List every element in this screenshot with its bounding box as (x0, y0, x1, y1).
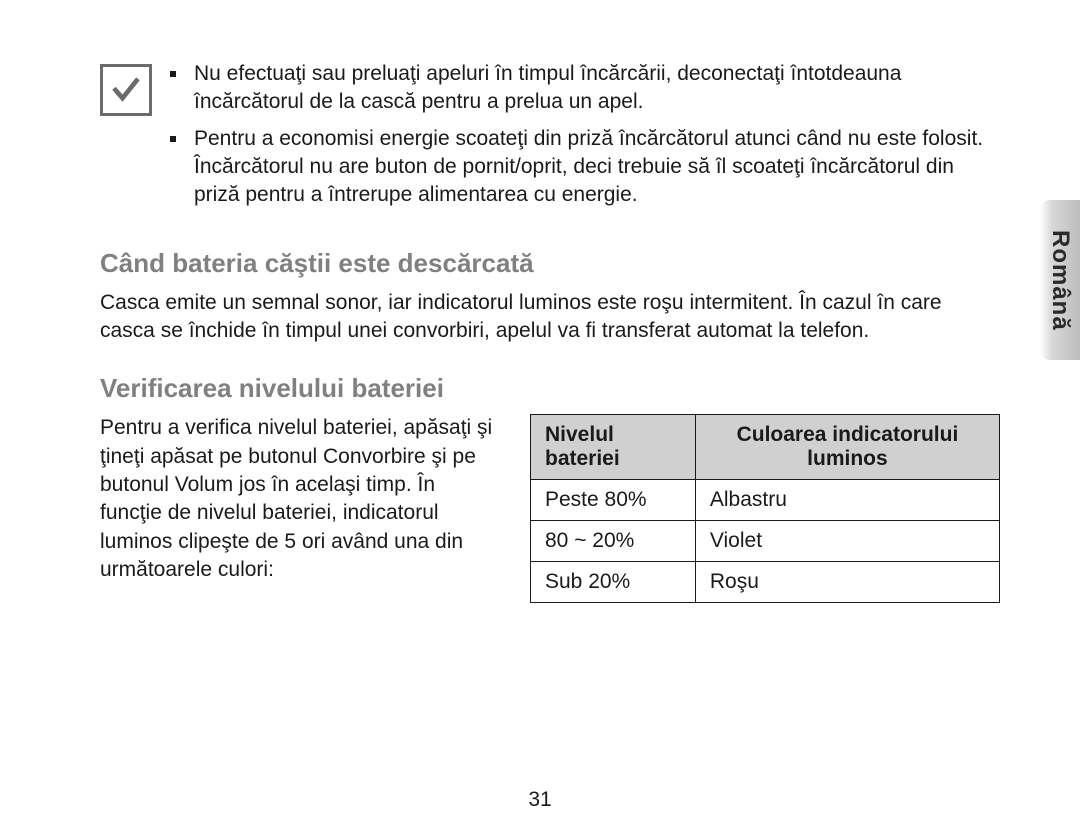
bullet-icon (170, 71, 176, 77)
check-battery-text-col: Pentru a verifica nivelul bateriei, apăs… (100, 414, 500, 590)
cell-color: Albastru (695, 480, 999, 521)
table-row: 80 ~ 20% Violet (531, 521, 1000, 562)
cell-color: Violet (695, 521, 999, 562)
checkmark-icon (112, 76, 140, 104)
bullet-icon (170, 136, 176, 142)
cell-level: Sub 20% (531, 562, 696, 603)
table-row: Peste 80% Albastru (531, 480, 1000, 521)
note-block: Nu efectuaţi sau preluaţi apeluri în tim… (100, 60, 1000, 218)
battery-level-table: Nivelul bateriei Culoarea indicatorului … (530, 414, 1000, 603)
note-item: Pentru a economisi energie scoateţi din … (170, 125, 990, 210)
table-header-row: Nivelul bateriei Culoarea indicatorului … (531, 415, 1000, 480)
language-tab: Română (1040, 200, 1080, 360)
cell-level: Peste 80% (531, 480, 696, 521)
language-label: Română (1046, 230, 1074, 331)
note-item: Nu efectuaţi sau preluaţi apeluri în tim… (170, 60, 990, 117)
table-header-level: Nivelul bateriei (531, 415, 696, 480)
section-body-low-battery: Casca emite un semnal sonor, iar indicat… (100, 289, 1000, 346)
battery-table-col: Nivelul bateriei Culoarea indicatorului … (530, 414, 1000, 603)
note-list: Nu efectuaţi sau preluaţi apeluri în tim… (170, 60, 1000, 218)
cell-level: 80 ~ 20% (531, 521, 696, 562)
table-row: Sub 20% Roşu (531, 562, 1000, 603)
note-text: Nu efectuaţi sau preluaţi apeluri în tim… (194, 60, 990, 117)
check-battery-row: Pentru a verifica nivelul bateriei, apăs… (100, 414, 1000, 603)
note-text: Pentru a economisi energie scoateţi din … (194, 125, 990, 210)
page-number: 31 (0, 788, 1080, 812)
section-body-check-battery: Pentru a verifica nivelul bateriei, apăs… (100, 414, 500, 584)
cell-color: Roşu (695, 562, 999, 603)
section-heading-check-battery: Verificarea nivelului bateriei (100, 373, 1000, 404)
section-heading-low-battery: Când bateria căştii este descărcată (100, 248, 1000, 279)
manual-page: Nu efectuaţi sau preluaţi apeluri în tim… (0, 0, 1080, 840)
table-header-color: Culoarea indicatorului luminos (695, 415, 999, 480)
note-icon-box (100, 64, 152, 116)
